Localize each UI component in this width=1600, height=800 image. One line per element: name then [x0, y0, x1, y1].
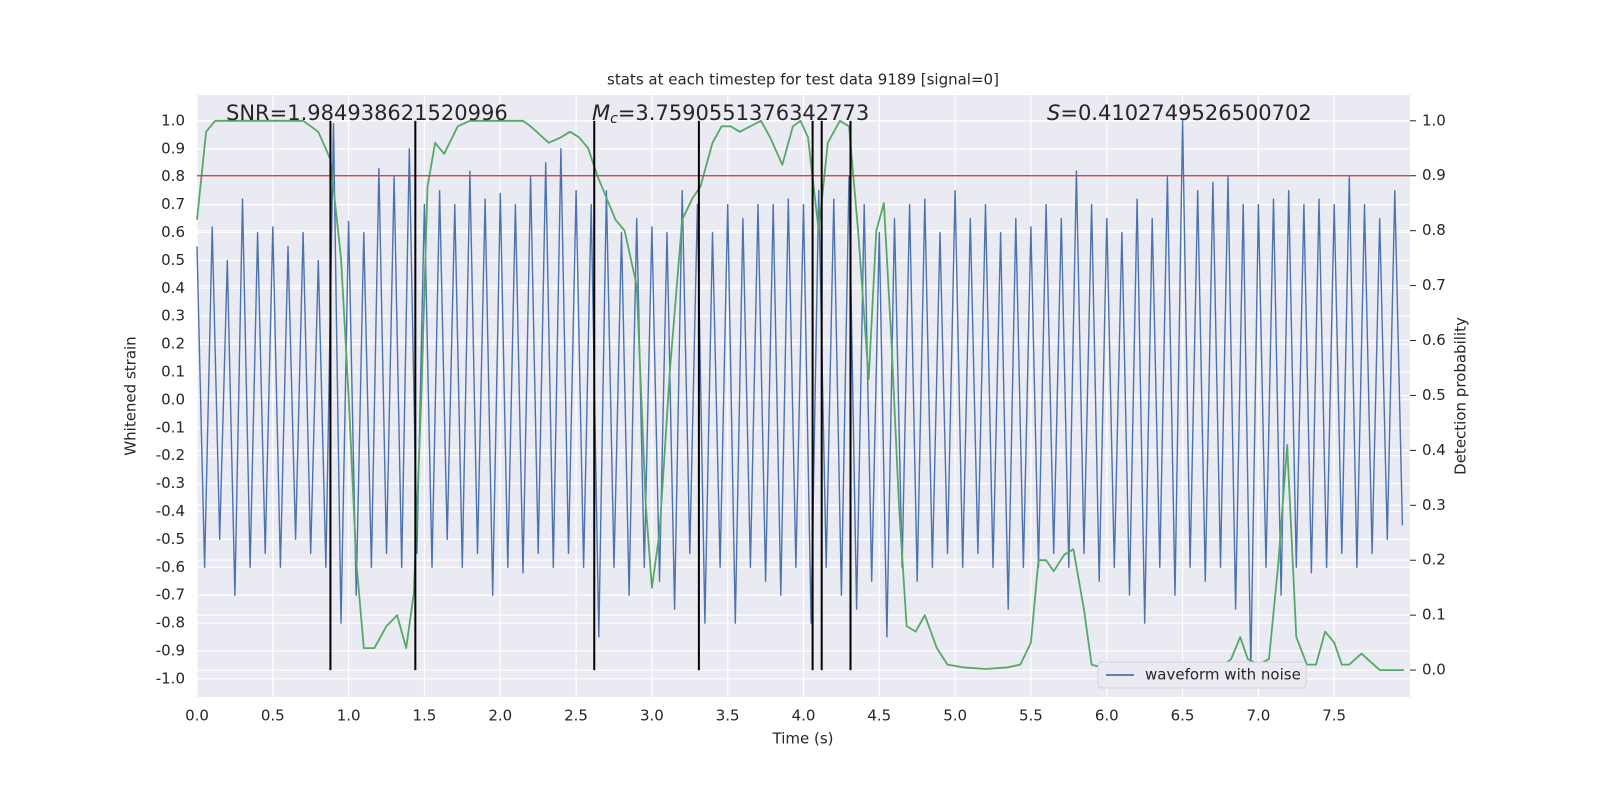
annotation-text: =3.7590551376342773 [618, 101, 869, 125]
annotation-text: SNR=1.984938621520996 [226, 101, 508, 125]
y-tick-label: -0.9 [156, 641, 185, 659]
x-tick-label: 0.5 [261, 707, 285, 725]
y-tick-label: -0.8 [156, 614, 185, 632]
legend-box [1097, 661, 1307, 689]
y-tick-label: -0.2 [156, 446, 185, 464]
x-tick-label: 3.5 [716, 707, 740, 725]
annotation: SNR=1.984938621520996 [226, 101, 508, 125]
x-tick-label: 4.5 [867, 707, 891, 725]
y-tick-label: 0.5 [161, 251, 185, 269]
series-line [196, 120, 1404, 672]
x-tick-label: 0.0 [185, 707, 209, 725]
y2-tick-label: 0.5 [1422, 386, 1446, 404]
y-tick-label: 0.0 [161, 390, 185, 408]
y2-tick-label: 0.0 [1422, 661, 1446, 679]
x-tick-label: 2.0 [488, 707, 512, 725]
y2-tick-label: 0.1 [1422, 606, 1446, 624]
y-tick-label: 0.1 [161, 363, 185, 381]
y2-tick-label: 0.9 [1422, 166, 1446, 184]
x-tick-label: 7.0 [1246, 707, 1270, 725]
x-tick-label: 1.0 [337, 707, 361, 725]
x-tick-label: 3.0 [640, 707, 664, 725]
x-tick-label: 4.0 [792, 707, 816, 725]
x-tick-label: 1.5 [413, 707, 437, 725]
chart-title: stats at each timestep for test data 918… [607, 71, 999, 89]
y-tick-label: 0.3 [161, 307, 185, 325]
y-tick-label: -0.1 [156, 418, 185, 436]
y-tick-label: -0.7 [156, 586, 185, 604]
y-tick-label: 0.4 [161, 279, 185, 297]
x-tick-label: 5.0 [943, 707, 967, 725]
y-tick-label: -0.6 [156, 558, 185, 576]
y2-tick-label: 1.0 [1422, 111, 1446, 129]
y-tick-label: -0.3 [156, 474, 185, 492]
annotation-symbol: M [592, 101, 610, 125]
y-axis-label: Whitened strain [122, 336, 140, 455]
x-tick-label: 5.5 [1019, 707, 1043, 725]
y2-tick-label: 0.4 [1422, 441, 1446, 459]
y-tick-label: 1.0 [161, 111, 185, 129]
y-tick-label: -0.4 [156, 502, 185, 520]
x-axis-label: Time (s) [772, 730, 834, 748]
x-tick-label: 6.5 [1171, 707, 1195, 725]
annotation: Mc=3.7590551376342773 [592, 101, 869, 127]
y2-tick-label: 0.3 [1422, 496, 1446, 514]
y2-axis-label: Detection probability [1452, 317, 1470, 475]
legend-label: waveform with noise [1145, 666, 1301, 684]
y2-tick-label: 0.8 [1422, 221, 1446, 239]
y-tick-label: 0.6 [161, 223, 185, 241]
y2-tick-label: 0.6 [1422, 331, 1446, 349]
y-tick-label: 0.8 [161, 167, 185, 185]
y-tick-label: -0.5 [156, 530, 185, 548]
annotation-subscript: c [610, 111, 618, 127]
y2-tick-label: 0.7 [1422, 276, 1446, 294]
annotation: S=0.4102749526500702 [1047, 101, 1312, 125]
y-tick-label: -1.0 [156, 669, 185, 687]
y-tick-label: 0.9 [161, 139, 185, 157]
x-tick-label: 7.5 [1322, 707, 1346, 725]
y2-tick-label: 0.2 [1422, 551, 1446, 569]
annotation-symbol: S [1047, 101, 1060, 125]
y-tick-label: 0.7 [161, 195, 185, 213]
x-tick-label: 6.0 [1095, 707, 1119, 725]
y-tick-label: 0.2 [161, 335, 185, 353]
annotation-text: =0.4102749526500702 [1060, 101, 1311, 125]
x-tick-label: 2.5 [564, 707, 588, 725]
